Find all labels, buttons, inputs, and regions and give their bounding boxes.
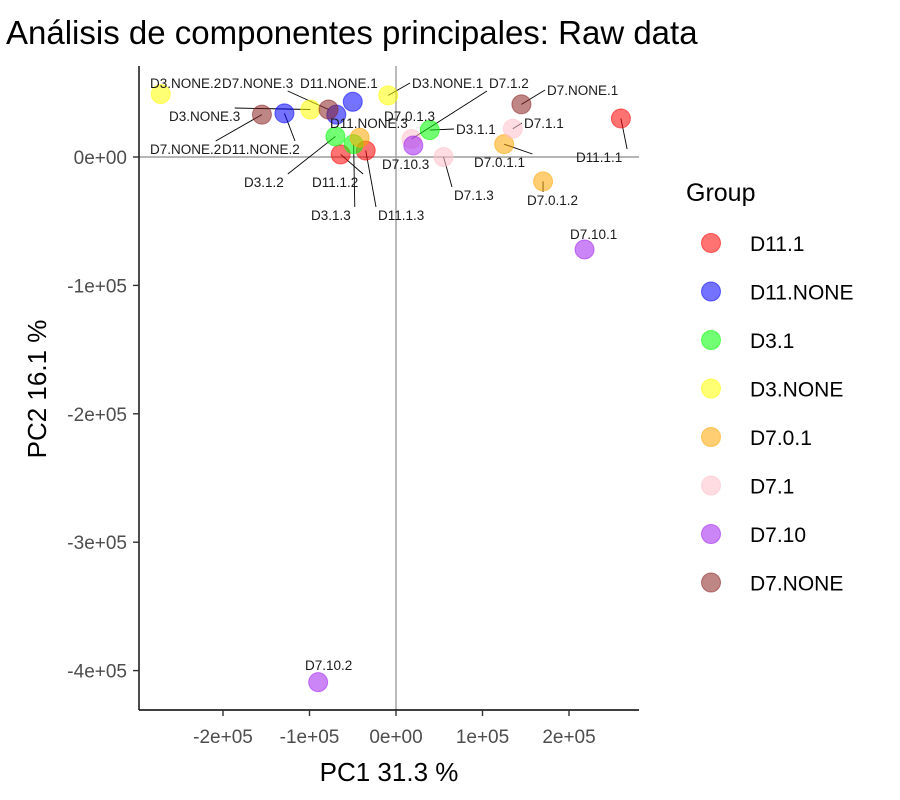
point-label: D7.1.1 [524, 116, 564, 131]
legend-key [701, 378, 721, 399]
y-tick-label: 0e+00 [74, 148, 127, 169]
data-point [342, 91, 363, 112]
x-axis-title: PC1 31.3 % [320, 757, 459, 787]
data-point [494, 134, 515, 155]
data-point [150, 84, 171, 105]
x-tick-label: 0e+00 [369, 727, 422, 748]
point-label: D3.1.2 [244, 175, 284, 190]
legend-label: D7.1 [750, 476, 794, 499]
point-label: D7.NONE.1 [547, 83, 618, 98]
data-point [251, 104, 272, 125]
y-axis-title: PC2 16.1 % [22, 320, 52, 459]
legend-key [701, 475, 721, 496]
y-tick-label: -3e+05 [67, 533, 127, 554]
legend-key [701, 281, 721, 302]
point-label: D3.NONE.2 [150, 76, 221, 91]
leader-line [353, 144, 356, 208]
point-label: D3.1.1 [456, 122, 496, 137]
legend-title: Group [686, 179, 755, 207]
plot-area: -2e+05 -1e+05 0e+00 1e+05 2e+05 0e+00 -1e+05 -2… [67, 66, 639, 748]
point-label: D7.0.1.1 [474, 155, 525, 170]
point-label: D7.1.3 [454, 188, 494, 203]
legend-label: D7.NONE [750, 573, 843, 596]
y-tick-label: -2e+05 [67, 405, 127, 426]
point-label: D7.1.2 [489, 76, 529, 91]
point-label: D7.10.1 [570, 227, 617, 242]
data-point [419, 120, 440, 141]
data-point [349, 127, 370, 148]
legend-key [701, 330, 721, 350]
x-tick-label: 2e+05 [542, 727, 595, 748]
point-label: D7.NONE.2 [150, 142, 221, 157]
legend-label: D3.NONE [750, 379, 843, 402]
data-point [403, 135, 424, 156]
legend-label: D3.1 [750, 330, 794, 353]
x-tick-label: -1e+05 [280, 727, 340, 748]
data-point [502, 118, 523, 139]
point-label: D7.0.1.2 [527, 193, 578, 208]
leader-line [234, 107, 311, 110]
legend-key [701, 233, 721, 253]
point-label: D7.NONE.3 [222, 76, 293, 91]
data-point [318, 99, 339, 120]
point-label: D3.NONE.1 [412, 76, 483, 91]
legend-key [701, 524, 721, 544]
data-point [533, 171, 554, 192]
y-tick-label: -4e+05 [67, 662, 127, 683]
data-point [433, 147, 454, 167]
data-point [325, 126, 346, 147]
point-label: D11.1.3 [378, 208, 424, 223]
x-tick-label: -2e+05 [193, 727, 253, 748]
point-label: D3.NONE.3 [169, 109, 240, 124]
point-label: D11.NONE.1 [300, 76, 378, 91]
legend: Group D11.1 D11.NONE D3.1 D3.NONE D7.0.1 D7.1… [686, 179, 853, 596]
data-point [308, 672, 329, 693]
data-point [300, 99, 321, 120]
data-point [511, 94, 532, 115]
data-point [274, 103, 295, 124]
legend-label: D11.NONE [750, 282, 853, 305]
point-label: D11.NONE.2 [222, 142, 300, 157]
point-label: D11.NONE.3 [330, 116, 408, 131]
data-point [610, 108, 631, 129]
point-label: D7.10.2 [305, 658, 352, 673]
legend-label: D7.10 [750, 524, 806, 547]
point-label: D11.1.2 [312, 175, 358, 190]
point-label: D7.0.1.3 [384, 109, 435, 124]
leader-line [287, 136, 336, 175]
x-tick-label: 1e+05 [456, 727, 509, 748]
point-label: D3.1.3 [311, 208, 351, 223]
point-layer: D11.1.1 D11.1.2 D11.1.3 D11.NONE.1 D11.NONE.… [150, 76, 631, 693]
y-tick-label: -1e+05 [67, 276, 127, 297]
legend-key [701, 572, 721, 593]
point-label: D7.10.3 [382, 157, 429, 172]
legend-label: D7.0.1 [750, 427, 812, 450]
point-label: D11.1.1 [576, 150, 622, 165]
data-point [574, 239, 595, 260]
legend-label: D11.1 [750, 233, 804, 256]
legend-key [701, 427, 721, 447]
data-point [378, 85, 399, 106]
chart-title: Análisis de componentes principales: Raw… [6, 14, 698, 51]
